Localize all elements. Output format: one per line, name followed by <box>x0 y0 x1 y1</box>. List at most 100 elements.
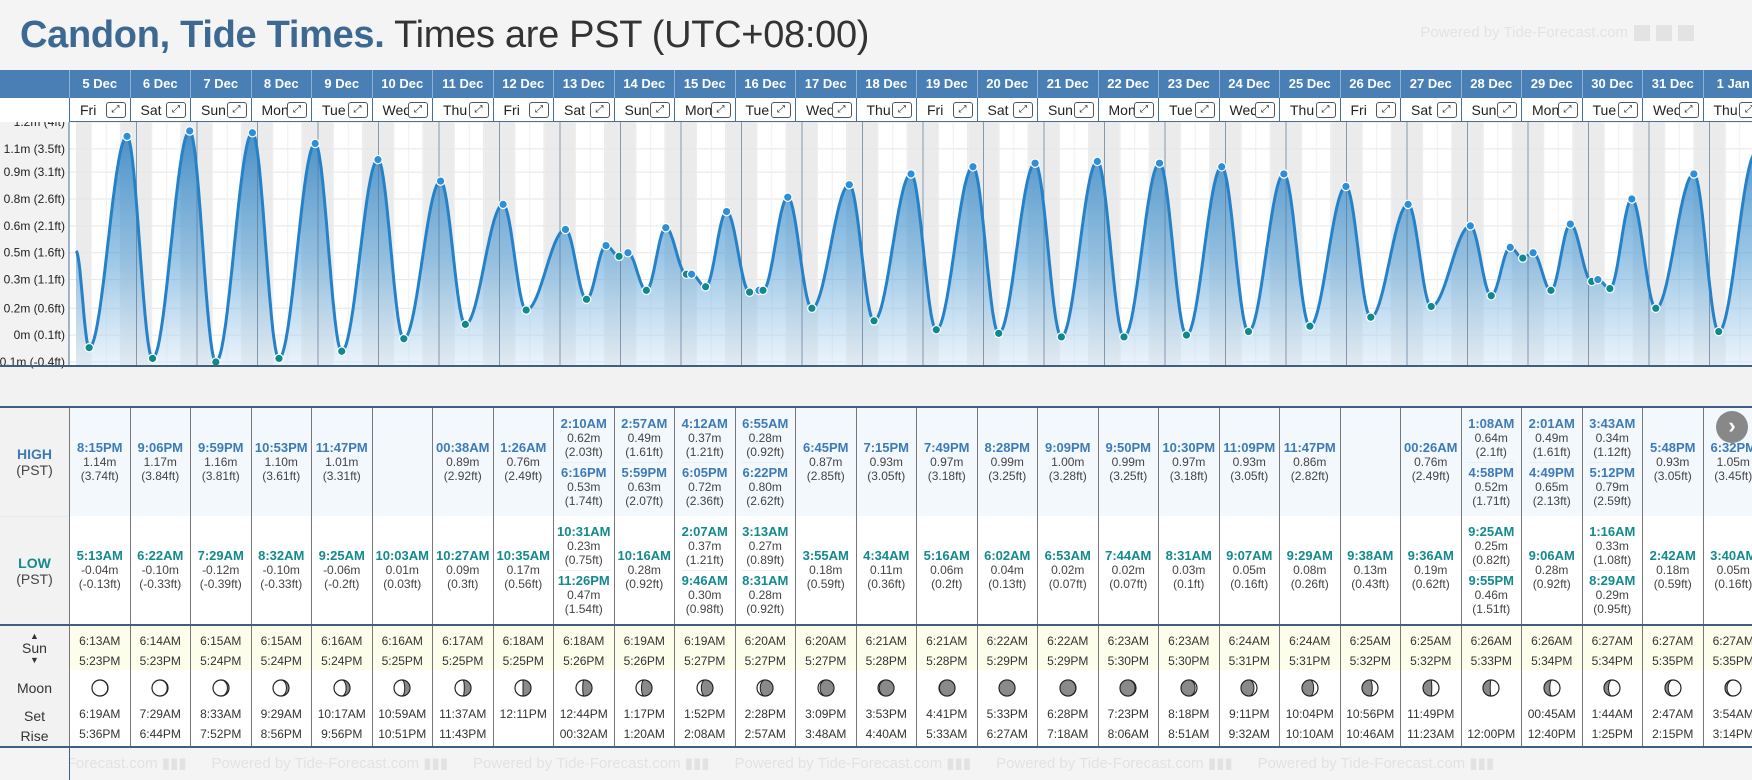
high-tide-height-ft: (3.25ft) <box>1109 469 1148 483</box>
low-tide-entry: 8:29AM 0.29m (0.95ft) <box>1589 569 1636 619</box>
expand-icon[interactable]: ⤢ <box>468 102 489 118</box>
moonset-time: 9:29AM <box>260 707 302 721</box>
high-tide-cell: 00:26AM 0.76m (2.49ft) <box>1400 408 1461 516</box>
expand-icon[interactable]: ⤢ <box>1497 102 1517 118</box>
sunset-time: 5:25PM <box>442 654 484 668</box>
moon-cell: 10:04PM 10:10AM <box>1279 670 1340 746</box>
expand-icon[interactable]: ⤢ <box>1315 102 1336 118</box>
sunrise-time: 6:22AM <box>986 634 1028 648</box>
weekday-label: Sat <box>987 102 1009 118</box>
high-tide-height-m: 0.93m <box>1232 455 1266 469</box>
low-tide-entry: 9:25AM 0.25m (0.82ft) <box>1468 522 1514 570</box>
moonset-time: 11:49PM <box>1407 707 1455 721</box>
expand-icon[interactable]: ⤢ <box>1678 102 1699 118</box>
expand-icon[interactable]: ⤢ <box>1557 102 1578 118</box>
high-tide-height-m: 0.97m <box>930 455 964 469</box>
moonset-time: 1:44AM <box>1591 707 1633 721</box>
weekday-label: Mon <box>1532 102 1560 118</box>
moon-cell: 3:54AM 3:14PM <box>1702 670 1752 746</box>
high-tide-height-ft: (3.84ft) <box>141 469 180 483</box>
high-tide-time: 9:59PM <box>197 440 244 455</box>
moon-cell: 12:00PM <box>1460 670 1522 746</box>
expand-icon[interactable]: ⤢ <box>226 102 247 118</box>
high-tide-time: 10:53PM <box>254 440 308 455</box>
weekday-label: Sun <box>1048 102 1073 118</box>
high-tide-height-m: 0.99m <box>1111 455 1145 469</box>
high-tide-cell: 9:09PM 1.00m (3.28ft) <box>1037 408 1098 516</box>
low-tide-height-m: 0.33m <box>1595 538 1629 553</box>
sunrise-time: 6:25AM <box>1349 634 1391 648</box>
high-tide-cell: 1:26AM 0.76m (2.49ft) <box>492 408 554 516</box>
expand-icon[interactable]: ⤢ <box>831 102 852 118</box>
high-tide-entry: 6:22PM 0.80m (2.62ft) <box>742 461 789 511</box>
sunrise-time: 6:25AM <box>1410 634 1452 648</box>
low-tide-time: 9:25AM <box>1468 523 1515 539</box>
expand-icon[interactable]: ⤢ <box>1436 102 1457 118</box>
expand-icon[interactable]: ⤢ <box>1739 102 1752 118</box>
expand-icon[interactable]: ⤢ <box>1134 102 1154 118</box>
high-tide-height-m: 1.05m <box>1716 455 1750 469</box>
sunrise-time: 6:26AM <box>1470 634 1512 648</box>
expand-icon[interactable]: ⤢ <box>952 102 973 118</box>
high-tide-entry: 11:47PM 1.01m (3.31ft) <box>316 438 368 486</box>
low-tide-height-ft: (0.16ft) <box>1714 577 1752 591</box>
high-tide-entry: 8:15PM 1.14m (3.74ft) <box>77 438 123 486</box>
high-tide-point <box>968 161 978 172</box>
expand-icon[interactable]: ⤢ <box>1013 102 1033 118</box>
date-header: 19 Dec <box>916 70 977 98</box>
expand-icon[interactable]: ⤢ <box>408 102 428 118</box>
expand-icon[interactable]: ⤢ <box>771 102 791 118</box>
expand-icon[interactable]: ⤢ <box>105 102 126 118</box>
expand-icon[interactable]: ⤢ <box>1618 102 1638 118</box>
sunrise-time: 6:15AM <box>260 634 302 648</box>
expand-icon[interactable]: ⤢ <box>1255 102 1275 118</box>
weekday-cell: Fri ⤢ <box>492 98 554 122</box>
sunset-time: 5:25PM <box>502 654 544 668</box>
expand-icon[interactable]: ⤢ <box>166 102 186 118</box>
high-tide-point <box>1092 156 1103 167</box>
expand-icon[interactable]: ⤢ <box>650 102 670 118</box>
high-tide-entry: 9:06PM 1.17m (3.84ft) <box>137 438 183 486</box>
expand-icon[interactable]: ⤢ <box>1376 102 1396 118</box>
expand-icon[interactable]: ⤢ <box>1073 102 1094 118</box>
moonset-time <box>1462 704 1522 724</box>
moonrise-time: 6:27AM <box>986 727 1028 741</box>
high-tide-point <box>661 222 671 233</box>
expand-icon[interactable]: ⤢ <box>589 102 610 118</box>
expand-icon[interactable]: ⤢ <box>529 102 549 118</box>
high-tide-entry: 6:45PM 0.87m (2.85ft) <box>803 438 849 486</box>
powered-by-watermark: Powered by Tide-Forecast.com ▮▮▮ <box>473 755 710 772</box>
sunset-time: 5:30PM <box>1168 654 1210 668</box>
y-tick-label: 0m (0.1ft) <box>14 328 65 342</box>
expand-icon[interactable]: ⤢ <box>892 102 912 118</box>
high-tide-cell: 8:15PM 1.14m (3.74ft) <box>69 408 130 516</box>
expand-icon[interactable]: ⤢ <box>347 102 368 118</box>
expand-icon[interactable]: ⤢ <box>1194 102 1215 118</box>
high-tide-cell <box>371 408 433 516</box>
weekday-cell: Thu⤢ <box>1279 98 1340 122</box>
high-tide-time: 00:26AM <box>1404 440 1458 455</box>
high-tide-time: 7:49PM <box>923 440 970 455</box>
powered-by-watermark: Powered by Tide-Forecast.com ▮▮▮ <box>734 755 972 772</box>
high-tide-cell <box>1339 408 1401 516</box>
weekday-row-spacer <box>0 98 69 122</box>
low-tide-entry: 9:55PM 0.46m (1.51ft) <box>1468 569 1515 619</box>
low-tide-point <box>758 285 768 296</box>
moonset-time: 11:37AM <box>439 707 487 721</box>
moon-phase-icon <box>1543 679 1561 697</box>
sunset-time: 5:33PM <box>1470 654 1512 668</box>
divider <box>0 624 1752 626</box>
low-tide-entry: 7:29AM -0.12m (-0.39ft) <box>198 546 244 594</box>
sun-cell: 6:22AM 5:29PM <box>976 626 1038 670</box>
next-days-button[interactable]: › <box>1716 411 1748 443</box>
high-tide-entry: 6:05PM 0.72m (2.36ft) <box>681 461 728 511</box>
low-tide-height-ft: (0.62ft) <box>1411 577 1450 591</box>
low-tide-cell: 8:32AM -0.10m (-0.33ft) <box>250 516 312 624</box>
expand-icon[interactable]: ⤢ <box>710 102 731 118</box>
weekday-cell: Thu⤢ <box>855 98 917 122</box>
sun-cell: 6:20AM 5:27PM <box>795 626 856 670</box>
expand-icon[interactable]: ⤢ <box>287 102 307 118</box>
high-tide-height-ft: (2.59ft) <box>1593 493 1632 508</box>
moonrise-time: 10:46AM <box>1346 727 1395 741</box>
sun-cell: 6:24AM 5:31PM <box>1218 626 1280 670</box>
